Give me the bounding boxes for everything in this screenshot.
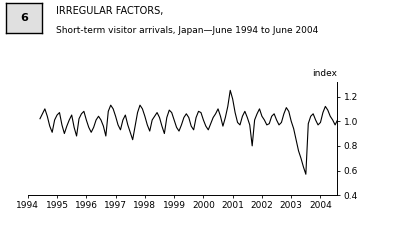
- Text: Short-term visitor arrivals, Japan—June 1994 to June 2004: Short-term visitor arrivals, Japan—June …: [56, 26, 318, 35]
- Text: index: index: [312, 69, 337, 78]
- Text: 6: 6: [20, 13, 28, 23]
- Text: IRREGULAR FACTORS,: IRREGULAR FACTORS,: [56, 6, 163, 16]
